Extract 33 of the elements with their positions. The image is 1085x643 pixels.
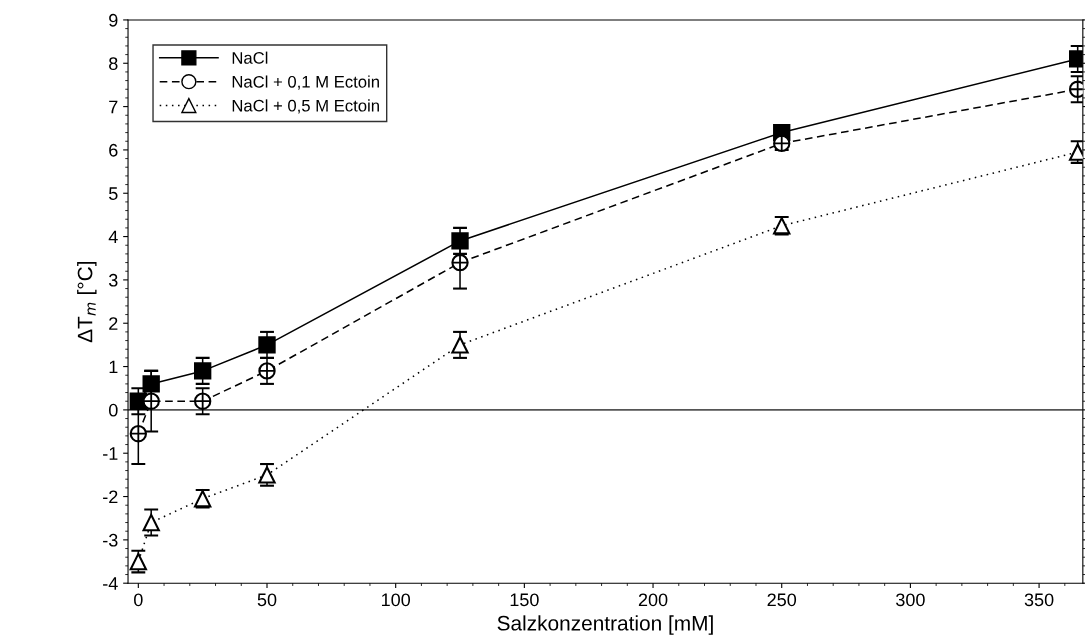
x-tick-label: 200 [638,593,668,607]
x-tick-label: 300 [896,593,925,607]
y-tick-label: 4 [108,230,118,244]
y-tick-label: -2 [103,490,118,504]
y-tick-label: 0 [108,403,118,417]
y-tick-label: 6 [109,143,118,157]
y-tick-label: 1 [109,360,118,374]
y-tick-label: 5 [108,187,118,200]
x-tick-label: 150 [510,593,539,607]
legend-label: NaCl + 0,1 M Ectoin [232,75,379,90]
y-tick-label: 8 [109,57,118,70]
x-tick-label: 0 [134,593,143,607]
y-tick-label: 3 [108,273,118,287]
point [258,336,276,354]
x-tick-label: 250 [767,593,797,607]
x-tick-label: 350 [1024,593,1054,607]
y-axis-title: ΔT$_{m}$ [°C] [77,261,97,343]
y-tick-label: -1 [103,447,118,460]
x-tick-label: 100 [382,593,411,607]
y-tick-label: 2 [109,317,118,330]
y-tick-label: 7 [109,100,118,114]
point [193,362,212,380]
legend-label: NaCl + 0,5 M Ectoin [232,99,379,114]
y-tick-label: 9 [109,13,118,27]
y-tick-label: -4 [103,577,118,590]
point [451,232,469,250]
point [451,336,469,354]
point [142,513,160,532]
y-tick-label: -3 [103,533,118,547]
point [142,375,160,393]
x-axis-title: Salzkonzentration [mM] [497,615,713,635]
x-tick-label: 50 [257,593,277,607]
legend-label: NaCl [232,51,268,64]
